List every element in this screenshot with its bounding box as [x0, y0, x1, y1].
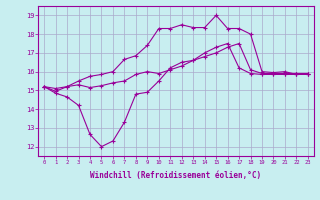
X-axis label: Windchill (Refroidissement éolien,°C): Windchill (Refroidissement éolien,°C): [91, 171, 261, 180]
